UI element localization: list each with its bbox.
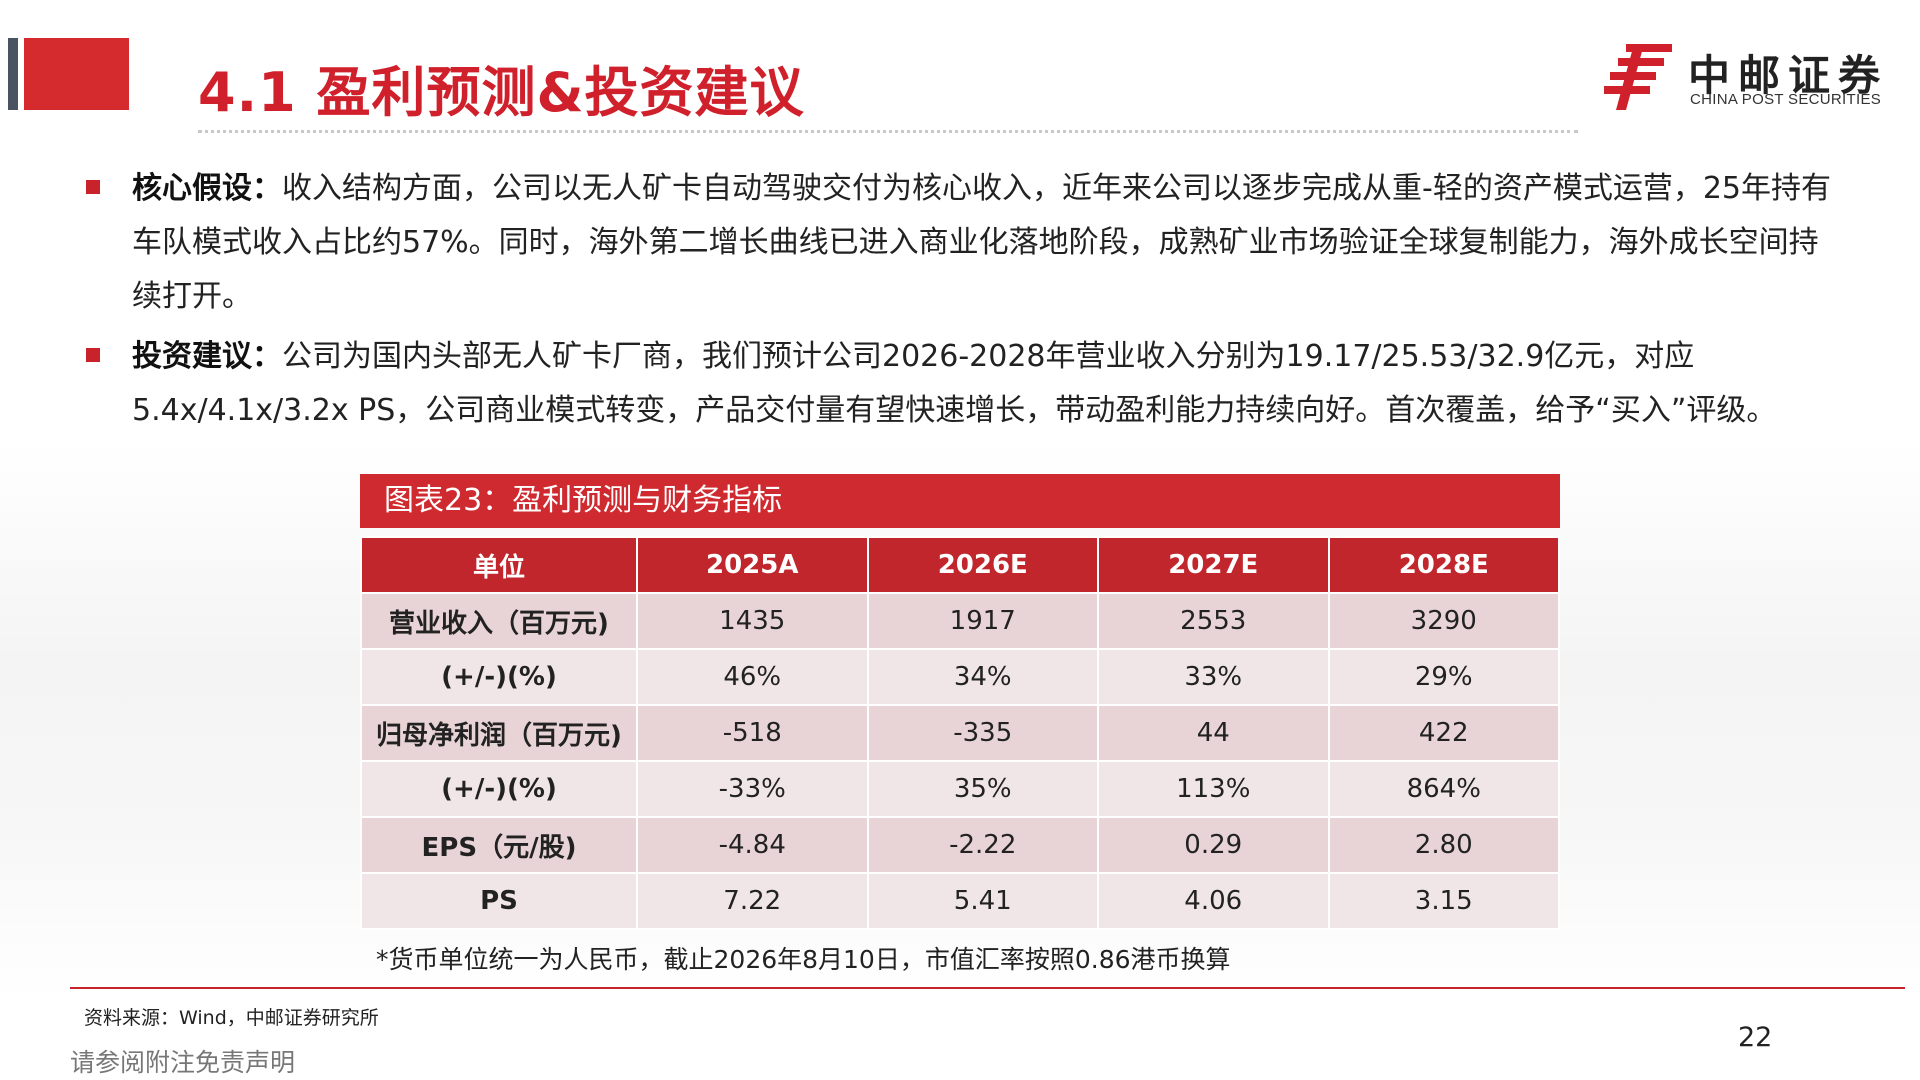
table-row: PS 7.22 5.41 4.06 3.15 (360, 872, 1560, 930)
footer-divider (70, 987, 1905, 989)
table-cell: -4.84 (636, 816, 869, 874)
table-cell: 46% (636, 648, 869, 706)
table-cell: -518 (636, 704, 869, 762)
table-cell: 2.80 (1327, 816, 1560, 874)
column-header: 2027E (1097, 536, 1330, 594)
table-row: 归母净利润（百万元) -518 -335 44 422 (360, 704, 1560, 762)
disclaimer-text: 请参阅附注免责声明 (70, 1048, 296, 1077)
bullet-investment-advice: 投资建议：公司为国内头部无人矿卡厂商，我们预计公司2026-2028年营业收入分… (86, 330, 1846, 438)
row-label: EPS（元/股) (360, 816, 638, 874)
table-cell: 422 (1327, 704, 1560, 762)
bullet-list: 核心假设：收入结构方面，公司以无人矿卡自动驾驶交付为核心收入，近年来公司以逐步完… (86, 162, 1846, 444)
column-header: 2026E (866, 536, 1099, 594)
bullet-square-icon (86, 348, 100, 362)
header-accent-bar-red (24, 38, 129, 110)
bullet-body: 收入结构方面，公司以无人矿卡自动驾驶交付为核心收入，近年来公司以逐步完成从重-轻… (132, 171, 1831, 314)
table-cell: -2.22 (866, 816, 1099, 874)
row-label: 营业收入（百万元) (360, 592, 638, 650)
table-row: 营业收入（百万元) 1435 1917 2553 3290 (360, 592, 1560, 650)
table-cell: 864% (1327, 760, 1560, 818)
row-label: (+/-)(%) (360, 648, 638, 706)
table-cell: 7.22 (636, 872, 869, 930)
table-cell: 34% (866, 648, 1099, 706)
table-cell: 3290 (1327, 592, 1560, 650)
logo-english-name: CHINA POST SECURITIES (1690, 91, 1882, 108)
table-cell: 1435 (636, 592, 869, 650)
table-row: (+/-)(%) -33% 35% 113% 864% (360, 760, 1560, 818)
table-cell: 33% (1097, 648, 1330, 706)
table-cell: -33% (636, 760, 869, 818)
row-label: (+/-)(%) (360, 760, 638, 818)
column-header: 2025A (636, 536, 869, 594)
logo-chinese-name: 中邮证券 (1688, 51, 1889, 100)
table-header-row: 单位 2025A 2026E 2027E 2028E (360, 536, 1560, 594)
china-post-logo-icon (1604, 44, 1672, 110)
bullet-body: 公司为国内头部无人矿卡厂商，我们预计公司2026-2028年营业收入分别为19.… (132, 339, 1777, 428)
table-cell: 35% (866, 760, 1099, 818)
company-logo: 中邮证券 CHINA POST SECURITIES (1604, 38, 1896, 112)
column-header: 单位 (360, 536, 638, 594)
table-cell: 3.15 (1327, 872, 1560, 930)
table-cell: 2553 (1097, 592, 1330, 650)
row-label: 归母净利润（百万元) (360, 704, 638, 762)
table-cell: 5.41 (866, 872, 1099, 930)
table-cell: 0.29 (1097, 816, 1330, 874)
data-source: 资料来源：Wind，中邮证券研究所 (84, 1007, 379, 1029)
column-header: 2028E (1327, 536, 1560, 594)
financial-forecast-table: 单位 2025A 2026E 2027E 2028E 营业收入（百万元) 143… (360, 536, 1560, 930)
table-caption: 图表23：盈利预测与财务指标 (360, 474, 1560, 528)
table-row: (+/-)(%) 46% 34% 33% 29% (360, 648, 1560, 706)
table-footnote: *货币单位统一为人民币，截止2026年8月10日，市值汇率按照0.86港币换算 (376, 945, 1231, 974)
table-cell: 4.06 (1097, 872, 1330, 930)
row-label: PS (360, 872, 638, 930)
table-cell: 29% (1327, 648, 1560, 706)
table-row: EPS（元/股) -4.84 -2.22 0.29 2.80 (360, 816, 1560, 874)
page-title: 4.1 盈利预测&投资建议 (198, 61, 805, 124)
table-cell: 1917 (866, 592, 1099, 650)
table-cell: 44 (1097, 704, 1330, 762)
bullet-square-icon (86, 180, 100, 194)
page-number: 22 (1738, 1022, 1773, 1053)
title-divider (198, 130, 1578, 133)
bullet-label: 投资建议： (132, 339, 282, 374)
header-accent-bar-gray (8, 38, 18, 110)
table-cell: -335 (866, 704, 1099, 762)
table-cell: 113% (1097, 760, 1330, 818)
bullet-core-assumptions: 核心假设：收入结构方面，公司以无人矿卡自动驾驶交付为核心收入，近年来公司以逐步完… (86, 162, 1846, 324)
bullet-label: 核心假设： (132, 171, 282, 206)
